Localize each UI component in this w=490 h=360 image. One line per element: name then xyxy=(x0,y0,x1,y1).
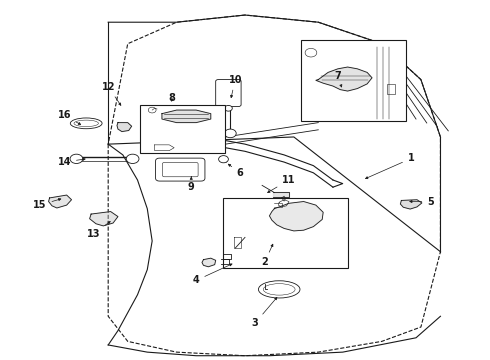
FancyBboxPatch shape xyxy=(156,158,205,181)
Text: 1: 1 xyxy=(366,153,415,179)
Text: 13: 13 xyxy=(87,221,110,239)
Circle shape xyxy=(224,129,236,138)
Text: 10: 10 xyxy=(228,75,242,98)
Circle shape xyxy=(219,156,228,163)
Text: 15: 15 xyxy=(33,198,61,210)
Text: 9: 9 xyxy=(188,177,195,192)
Text: 2: 2 xyxy=(261,244,273,267)
Text: 5: 5 xyxy=(410,197,434,207)
Text: 6: 6 xyxy=(228,164,244,178)
Bar xyxy=(301,40,406,121)
Polygon shape xyxy=(316,67,372,91)
Text: 4: 4 xyxy=(193,264,232,285)
Text: 8: 8 xyxy=(168,93,175,103)
Polygon shape xyxy=(90,212,118,226)
Ellipse shape xyxy=(71,118,102,129)
Text: 7: 7 xyxy=(335,71,342,87)
Text: 12: 12 xyxy=(101,82,121,105)
Polygon shape xyxy=(400,200,422,209)
Polygon shape xyxy=(202,258,216,267)
Text: 11: 11 xyxy=(268,175,296,193)
Polygon shape xyxy=(117,123,132,132)
Circle shape xyxy=(224,105,232,111)
Bar xyxy=(223,198,347,268)
Bar xyxy=(387,84,395,94)
Bar xyxy=(140,105,225,153)
Text: 16: 16 xyxy=(57,111,81,125)
Circle shape xyxy=(126,154,139,163)
Polygon shape xyxy=(162,110,211,123)
Polygon shape xyxy=(270,202,323,231)
FancyBboxPatch shape xyxy=(216,80,241,107)
Ellipse shape xyxy=(258,281,300,298)
Polygon shape xyxy=(49,195,72,208)
Polygon shape xyxy=(273,192,289,197)
Text: 14: 14 xyxy=(57,157,85,167)
Text: 3: 3 xyxy=(251,297,277,328)
Circle shape xyxy=(70,154,83,163)
